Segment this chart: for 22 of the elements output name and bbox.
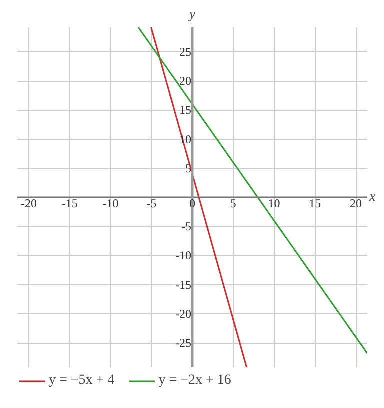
x-tick-label: 20 bbox=[350, 196, 362, 210]
y-tick-label: -15 bbox=[176, 278, 192, 292]
y-tick-label: 15 bbox=[180, 103, 192, 118]
y-axis-title: y bbox=[187, 8, 196, 22]
y-tick-label: -25 bbox=[176, 336, 192, 350]
x-tick-label: 10 bbox=[268, 196, 280, 210]
x-tick-label: 15 bbox=[309, 196, 322, 210]
y-tick-label: 25 bbox=[180, 44, 192, 59]
x-tick-label: -20 bbox=[20, 196, 37, 210]
legend-label: y = −2x + 16 bbox=[158, 373, 232, 389]
x-axis-title: x bbox=[368, 190, 376, 205]
x-tick-label: -5 bbox=[146, 196, 157, 210]
x-tick-label: -10 bbox=[102, 196, 119, 210]
y-tick-label: -5 bbox=[182, 220, 192, 234]
y-tick-label: 20 bbox=[180, 74, 192, 88]
x-tick-label: 5 bbox=[230, 196, 236, 210]
legend-label: y = −5x + 4 bbox=[49, 373, 115, 389]
y-tick-label: -10 bbox=[176, 248, 192, 263]
y-tick-label: -20 bbox=[176, 306, 192, 321]
x-tick-label: 0 bbox=[190, 196, 196, 210]
x-tick-label: -15 bbox=[62, 196, 78, 210]
y-tick-label: 5 bbox=[186, 161, 192, 176]
